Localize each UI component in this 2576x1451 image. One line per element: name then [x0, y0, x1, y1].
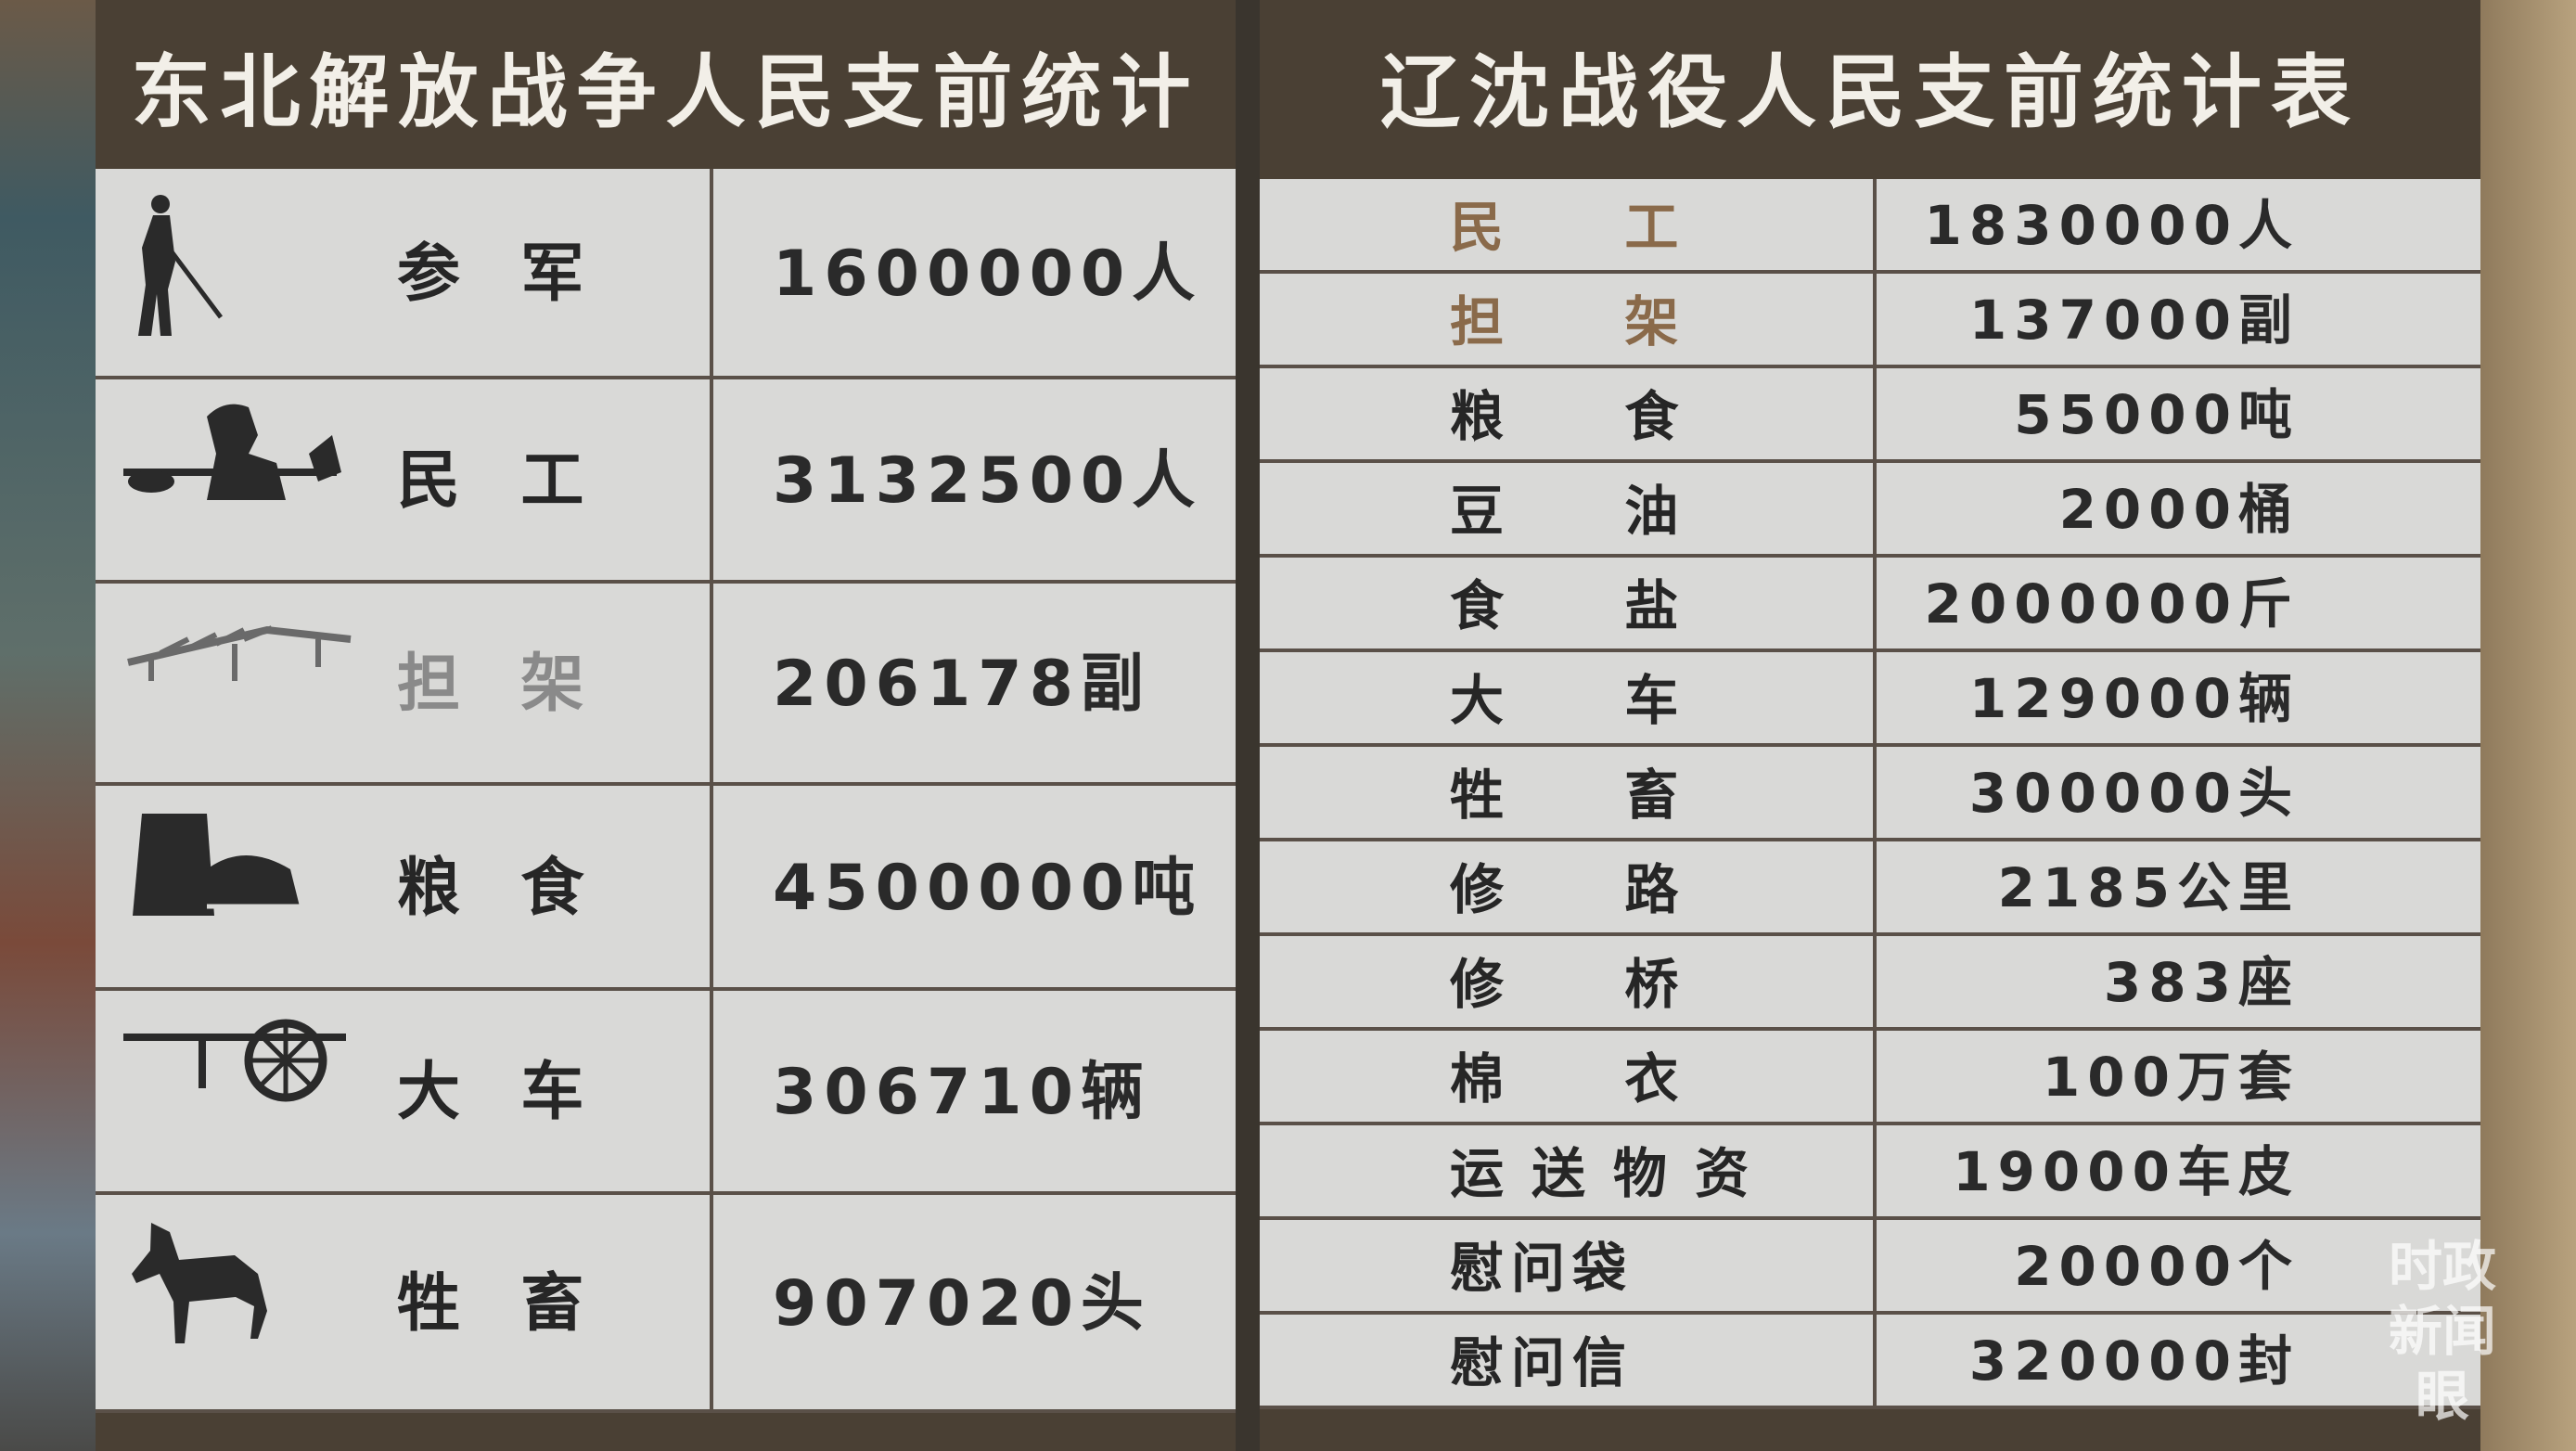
stretcher-icon	[123, 602, 355, 699]
grain-sack-icon	[123, 804, 309, 929]
table-row: 大 车 306710辆	[96, 991, 1236, 1195]
row-value: 100万套	[2042, 1046, 2300, 1109]
row-value: 206178副	[773, 648, 1151, 721]
row-value: 320000封	[1968, 1329, 2300, 1393]
label-cell	[96, 169, 713, 376]
row-label: 民 工	[397, 444, 590, 518]
table-row: 粮 食 4500000吨	[96, 786, 1236, 991]
row-value: 129000辆	[1968, 667, 2300, 730]
row-label: 慰问信	[1450, 1331, 1634, 1394]
table-row: 参 军 1600000人	[96, 169, 1236, 379]
row-value: 137000副	[1968, 289, 2300, 352]
table-row: 担 架 206178副	[96, 584, 1236, 786]
table-row: 慰问信 320000封	[1260, 1315, 2480, 1409]
row-label: 参 军	[397, 237, 590, 311]
row-label: 修 桥	[1450, 953, 1707, 1016]
label-cell	[1260, 652, 1877, 743]
row-label: 粮 食	[397, 851, 590, 925]
background-wall	[2480, 0, 2576, 1451]
row-value: 3132500人	[773, 444, 1203, 518]
label-cell	[96, 1195, 713, 1409]
row-label: 牲 畜	[1450, 764, 1707, 827]
table-row: 牲 畜 907020头	[96, 1195, 1236, 1413]
row-label: 担 架	[397, 648, 590, 721]
row-value: 907020头	[773, 1266, 1151, 1341]
laborer-icon	[123, 398, 346, 513]
table-row: 运送物资 19000车皮	[1260, 1125, 2480, 1220]
row-value: 1600000人	[773, 237, 1203, 311]
watermark: 时政新闻眼	[2388, 1235, 2496, 1428]
row-label: 豆 油	[1450, 480, 1707, 543]
label-cell	[1260, 1125, 1877, 1216]
table-row: 修 路 2185公里	[1260, 841, 2480, 936]
label-cell	[96, 379, 713, 580]
row-value: 55000吨	[2014, 383, 2300, 446]
row-value: 4500000吨	[773, 851, 1203, 925]
label-cell	[1260, 1315, 1877, 1406]
table-row: 豆 油 2000桶	[1260, 463, 2480, 558]
row-label: 运送物资	[1450, 1142, 1777, 1205]
table-row: 食 盐 2000000斤	[1260, 558, 2480, 652]
table-row: 牲 畜 300000头	[1260, 747, 2480, 841]
row-value: 19000车皮	[1953, 1140, 2300, 1203]
label-cell	[96, 584, 713, 782]
label-cell	[1260, 368, 1877, 459]
label-cell	[96, 786, 713, 987]
row-value: 1830000人	[1924, 194, 2300, 257]
table-row: 民 工 1830000人	[1260, 179, 2480, 274]
row-label: 牲 畜	[397, 1266, 590, 1341]
label-cell	[96, 991, 713, 1191]
label-cell	[1260, 1220, 1877, 1311]
table-row: 粮 食 55000吨	[1260, 368, 2480, 463]
label-cell	[1260, 841, 1877, 932]
left-board-title: 东北解放战争人民支前统计	[131, 45, 1200, 139]
row-value: 20000个	[2014, 1235, 2300, 1298]
row-label: 大 车	[1450, 669, 1707, 732]
table-row: 担 架 137000副	[1260, 274, 2480, 368]
label-cell	[1260, 179, 1877, 270]
label-cell	[1260, 1031, 1877, 1122]
row-value: 2000桶	[2058, 478, 2300, 541]
row-label: 大 车	[397, 1056, 590, 1129]
row-label: 担 架	[1450, 290, 1707, 353]
label-cell	[1260, 274, 1877, 365]
row-label: 粮 食	[1450, 385, 1707, 448]
table-row: 大 车 129000辆	[1260, 652, 2480, 747]
row-label: 民 工	[1450, 196, 1707, 259]
table-row: 修 桥 383座	[1260, 936, 2480, 1031]
row-value: 2000000斤	[1924, 572, 2300, 636]
row-value: 2185公里	[1997, 856, 2300, 919]
table-row: 民 工 3132500人	[96, 379, 1236, 584]
row-label: 修 路	[1450, 858, 1707, 921]
row-value: 306710辆	[773, 1056, 1151, 1129]
label-cell	[1260, 747, 1877, 838]
row-value: 300000头	[1968, 762, 2300, 825]
row-value: 383座	[2103, 951, 2300, 1014]
row-label: 食 盐	[1450, 574, 1707, 637]
left-board: 东北解放战争人民支前统计 参 军 1600000人民 工 3132500人担 架 20…	[96, 0, 1236, 1451]
right-board: 辽沈战役人民支前统计表 民 工 1830000人担 架 137000副粮 食 5500…	[1260, 0, 2480, 1451]
table-row: 慰问袋 20000个	[1260, 1220, 2480, 1315]
label-cell	[1260, 463, 1877, 554]
cart-icon	[123, 1009, 355, 1115]
label-cell	[1260, 558, 1877, 648]
horse-icon	[123, 1213, 272, 1347]
row-label: 棉 衣	[1450, 1047, 1707, 1111]
background-left	[0, 0, 96, 1451]
label-cell	[1260, 936, 1877, 1027]
soldier-icon	[123, 187, 225, 349]
right-board-title: 辽沈战役人民支前统计表	[1380, 45, 2360, 139]
row-label: 慰问袋	[1450, 1237, 1634, 1300]
table-row: 棉 衣 100万套	[1260, 1031, 2480, 1125]
